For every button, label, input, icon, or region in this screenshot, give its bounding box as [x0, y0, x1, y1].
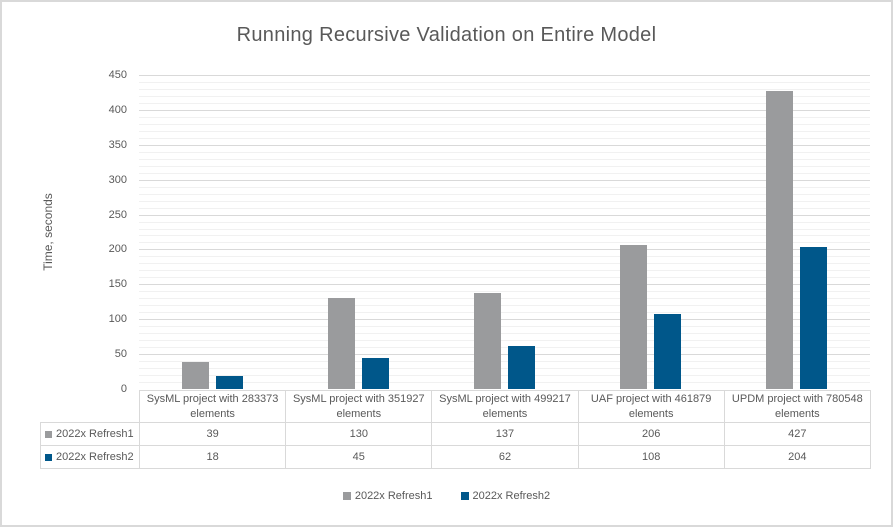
chart-title: Running Recursive Validation on Entire M… [236, 24, 657, 46]
gridline-major-150 [139, 284, 870, 286]
legend: 2022x Refresh1 2022x Refresh2 [2, 490, 891, 502]
legend-label: 2022x Refresh2 [472, 490, 551, 502]
y-tick-label-400: 400 [108, 103, 127, 116]
value-series1-category2: 130 [285, 422, 433, 446]
gridline-minor-360 [139, 137, 870, 139]
bar-series2-category5 [800, 246, 828, 389]
gridline-major-200 [139, 249, 870, 251]
gridline-minor-380 [139, 123, 870, 125]
value-series1-category4: 206 [577, 422, 725, 446]
table-row-series2: 2022x Refresh2 18 45 62 108 204 [40, 445, 871, 469]
plot-area [139, 75, 870, 389]
bar-series2-category2 [361, 357, 389, 389]
gridline-minor-430 [139, 88, 870, 90]
gridline-minor-270 [139, 200, 870, 202]
gridline-minor-220 [139, 235, 870, 237]
gridline-minor-190 [139, 256, 870, 258]
gridline-major-300 [139, 179, 870, 181]
series-row-header-1: 2022x Refresh1 [40, 422, 140, 446]
gridline-minor-410 [139, 102, 870, 104]
y-tick-label-150: 150 [108, 278, 127, 291]
gridline-minor-230 [139, 228, 870, 230]
gridline-minor-130 [139, 298, 870, 300]
bar-series2-category4 [654, 313, 682, 389]
bar-series2-category3 [508, 345, 535, 389]
gridline-minor-20 [139, 375, 870, 377]
legend-item-series2: 2022x Refresh2 [460, 490, 551, 502]
gridline-minor-10 [139, 382, 870, 384]
gridline-major-400 [139, 109, 870, 111]
series2-marker-icon [45, 454, 52, 461]
gridline-major-50 [139, 354, 870, 356]
value-series1-category5: 427 [723, 422, 871, 446]
value-series2-category2: 45 [285, 445, 433, 469]
gridline-minor-140 [139, 291, 870, 293]
gridline-minor-260 [139, 207, 870, 209]
y-tick-label-250: 250 [108, 208, 127, 221]
legend-item-series1: 2022x Refresh1 [342, 490, 433, 502]
y-tick-label-50: 50 [114, 348, 127, 361]
value-series2-category4: 108 [577, 445, 725, 469]
y-tick-label-0: 0 [120, 383, 127, 395]
value-series2-category1: 18 [138, 445, 287, 469]
series1-marker-icon [45, 431, 52, 438]
y-tick-label-200: 200 [108, 243, 127, 256]
legend-marker-icon [460, 492, 469, 500]
y-tick-label-100: 100 [108, 313, 127, 326]
category-header-3: SysML project with 499217 elements [431, 390, 579, 423]
table-row-series1: 2022x Refresh1 39 130 137 206 427 [40, 422, 871, 446]
gridline-minor-240 [139, 221, 870, 223]
bar-series1-category4 [620, 245, 648, 389]
gridline-minor-290 [139, 186, 870, 188]
table-blank-cell [41, 391, 140, 423]
gridline-minor-60 [139, 347, 870, 349]
gridline-minor-120 [139, 305, 870, 307]
data-table: SysML project with 283373 elements SysML … [40, 390, 871, 469]
category-header-5: UPDM project with 780548 elements [723, 390, 871, 423]
gridline-minor-390 [139, 116, 870, 118]
gridline-major-250 [139, 214, 870, 216]
legend-label: 2022x Refresh1 [354, 490, 433, 502]
gridline-minor-30 [139, 368, 870, 370]
series-row-header-2: 2022x Refresh2 [40, 445, 140, 469]
gridline-minor-330 [139, 158, 870, 160]
y-axis-title: Time, seconds [41, 193, 55, 271]
gridline-minor-170 [139, 270, 870, 272]
gridline-minor-80 [139, 333, 870, 335]
value-series2-category3: 62 [431, 445, 579, 469]
gridline-major-350 [139, 144, 870, 146]
gridline-minor-180 [139, 263, 870, 265]
value-series1-category1: 39 [138, 422, 287, 446]
y-tick-label-300: 300 [108, 173, 127, 186]
category-header-4: UAF project with 461879 elements [577, 390, 725, 423]
legend-marker-icon [342, 492, 351, 500]
gridline-minor-370 [139, 130, 870, 132]
category-header-2: SysML project with 351927 elements [285, 390, 433, 423]
gridline-minor-420 [139, 95, 870, 97]
bar-series1-category2 [327, 298, 355, 389]
value-series1-category3: 137 [431, 422, 579, 446]
value-series2-category5: 204 [723, 445, 871, 469]
gridline-minor-210 [139, 242, 870, 244]
y-tick-label-350: 350 [108, 138, 127, 151]
bar-series1-category3 [474, 293, 501, 389]
gridline-major-450 [139, 75, 870, 76]
gridline-minor-440 [139, 81, 870, 83]
bar-series1-category5 [766, 91, 794, 389]
gridline-minor-90 [139, 326, 870, 328]
gridline-major-100 [139, 319, 870, 321]
gridline-minor-160 [139, 277, 870, 279]
gridline-minor-320 [139, 165, 870, 167]
gridline-minor-70 [139, 340, 870, 342]
gridline-minor-340 [139, 151, 870, 153]
y-tick-label-450: 450 [108, 69, 127, 81]
gridline-minor-40 [139, 361, 870, 363]
bar-series2-category1 [215, 376, 243, 389]
gridline-minor-310 [139, 172, 870, 174]
gridline-minor-110 [139, 312, 870, 314]
category-header-1: SysML project with 283373 elements [138, 390, 287, 423]
bar-series1-category1 [181, 361, 209, 389]
gridline-minor-280 [139, 193, 870, 195]
